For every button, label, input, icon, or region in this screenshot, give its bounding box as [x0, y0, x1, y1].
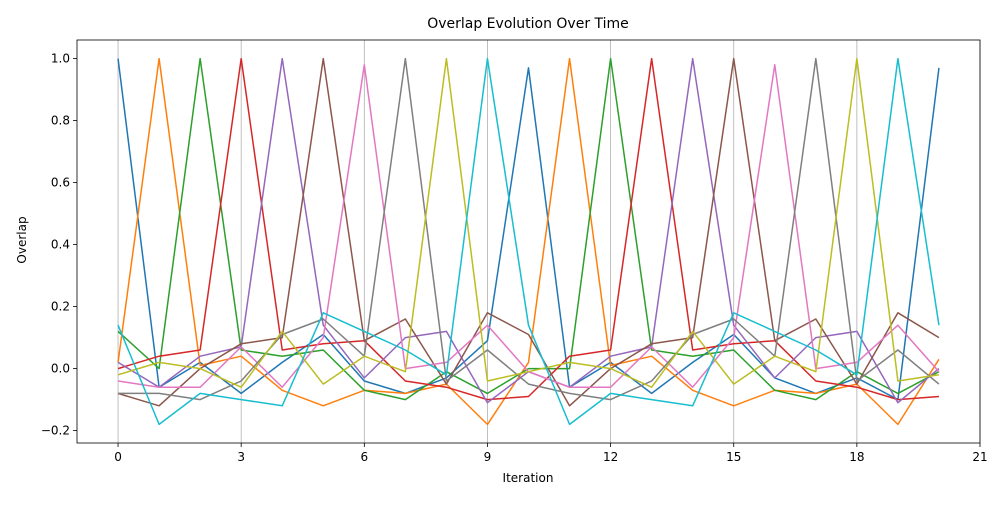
- y-tick-label: 0.2: [51, 300, 70, 314]
- series-line-5: [117, 57, 940, 407]
- x-tick-label: 21: [972, 450, 987, 464]
- series-line-8: [117, 57, 940, 388]
- y-axis-ticks: −0.2 0.0 0.2 0.4 0.6 0.8 1.0: [41, 52, 77, 438]
- y-tick-label: 0.6: [51, 176, 70, 190]
- x-axis-label: Iteration: [503, 471, 554, 485]
- x-axis-ticks: 0 3 6 9 12 15 18 21: [114, 443, 988, 464]
- x-tick-label: 6: [360, 450, 368, 464]
- x-tick-label: 0: [114, 450, 122, 464]
- y-tick-label: 0.8: [51, 114, 70, 128]
- series-line-3: [117, 57, 940, 401]
- series-layer: [117, 57, 940, 426]
- x-tick-label: 18: [849, 450, 864, 464]
- y-tick-label: 0.0: [51, 362, 70, 376]
- series-line-0: [117, 58, 940, 401]
- series-line-2: [117, 57, 940, 401]
- y-tick-label: 0.4: [51, 238, 70, 252]
- grid-layer: [117, 40, 981, 443]
- y-axis-label: Overlap: [15, 216, 29, 263]
- y-tick-label: 1.0: [51, 52, 70, 66]
- series-line-9: [117, 57, 940, 426]
- x-tick-label: 15: [726, 450, 741, 464]
- plot-frame: [76, 39, 981, 444]
- x-tick-label: 9: [484, 450, 492, 464]
- chart-title: Overlap Evolution Over Time: [427, 16, 629, 32]
- x-tick-label: 12: [603, 450, 618, 464]
- x-tick-label: 3: [237, 450, 245, 464]
- y-tick-label: −0.2: [41, 424, 70, 438]
- series-line-7: [118, 57, 940, 401]
